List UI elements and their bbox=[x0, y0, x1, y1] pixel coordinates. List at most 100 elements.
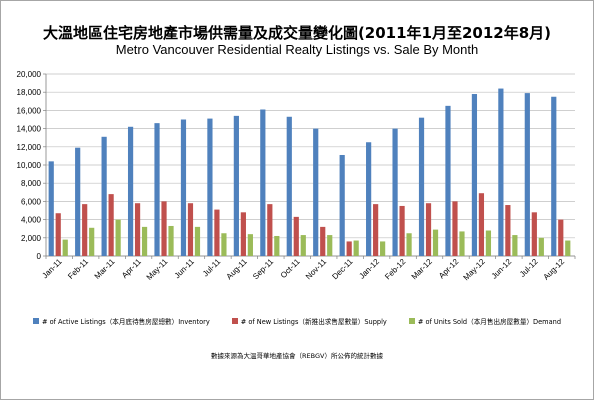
bar-demand bbox=[194, 226, 201, 256]
legend-label-supply: # of New Listings（新推出求售屋數量）Supply bbox=[240, 318, 387, 326]
bar-supply bbox=[55, 213, 61, 256]
bar-supply bbox=[452, 201, 458, 256]
y-tick-label: 6,000 bbox=[21, 197, 42, 206]
bar-inventory bbox=[207, 118, 213, 256]
y-tick-label: 20,000 bbox=[17, 70, 42, 79]
bar-demand bbox=[512, 235, 518, 256]
y-tick-label: 2,000 bbox=[21, 234, 42, 243]
bar-supply bbox=[134, 203, 141, 256]
y-tick-label: 16,000 bbox=[17, 106, 42, 115]
bar-demand bbox=[538, 237, 544, 256]
bar-supply bbox=[399, 205, 405, 256]
bar-inventory bbox=[445, 105, 451, 256]
bar-supply bbox=[187, 203, 194, 256]
bar-demand bbox=[406, 233, 412, 256]
legend-item-inventory: # of Active Listings（本月底待售房屋總數）Inventory bbox=[32, 316, 210, 326]
x-tick-label: Apr-12 bbox=[437, 257, 461, 281]
legend-item-demand: # of Units Sold（本月售出房屋數量）Demand bbox=[408, 316, 562, 326]
bar-demand bbox=[89, 227, 95, 256]
bar-inventory bbox=[233, 115, 239, 256]
bar-demand bbox=[221, 233, 227, 256]
bar-inventory bbox=[418, 117, 425, 257]
y-tick-label: 8,000 bbox=[21, 179, 42, 188]
x-tick-label: Jan-12 bbox=[357, 257, 381, 281]
bar-supply bbox=[478, 193, 485, 256]
x-tick-label: Aug-11 bbox=[225, 257, 250, 282]
bar-inventory bbox=[524, 93, 530, 256]
x-tick-label: Jul-12 bbox=[518, 257, 540, 279]
legend-swatch-supply bbox=[231, 318, 238, 324]
x-tick-label: Apr-11 bbox=[120, 257, 143, 280]
bar-supply bbox=[240, 212, 246, 256]
y-tick-label: 0 bbox=[37, 252, 42, 261]
bar-supply bbox=[531, 212, 537, 256]
x-tick-label: Jul-11 bbox=[201, 257, 223, 279]
x-tick-label: Jun-11 bbox=[173, 257, 197, 281]
bar-supply bbox=[346, 241, 352, 256]
x-tick-label: Jun-12 bbox=[490, 257, 514, 281]
bar-supply bbox=[505, 205, 511, 256]
bar-demand bbox=[168, 225, 174, 256]
bar-supply bbox=[267, 204, 273, 256]
legend: # of Active Listings（本月底待售房屋總數）Inventory… bbox=[0, 316, 594, 326]
x-tick-label: Sep-11 bbox=[251, 257, 276, 282]
legend-swatch-inventory bbox=[32, 318, 39, 324]
bar-demand bbox=[327, 235, 333, 256]
legend-label-inventory: # of Active Listings（本月底待售房屋總數）Inventory bbox=[41, 318, 210, 326]
bar-demand bbox=[380, 241, 386, 256]
x-tick-label: Mar-12 bbox=[410, 257, 435, 282]
y-tick-label: 4,000 bbox=[21, 216, 42, 225]
x-tick-label: Dec-11 bbox=[330, 257, 355, 282]
bar-inventory bbox=[339, 154, 345, 256]
bar-inventory bbox=[286, 116, 292, 257]
x-tick-label: Mar-11 bbox=[93, 257, 117, 281]
x-tick-label: Feb-12 bbox=[383, 257, 408, 282]
bar-demand bbox=[62, 239, 68, 256]
source-note: 數據來源為大溫哥華地產協會（REBGV）所公佈的統計數據 bbox=[211, 352, 383, 360]
bar-inventory bbox=[127, 126, 134, 256]
bar-demand bbox=[353, 240, 359, 256]
bar-inventory bbox=[392, 128, 398, 256]
bar-supply bbox=[214, 209, 220, 256]
bar-inventory bbox=[75, 147, 81, 256]
bar-inventory bbox=[180, 119, 187, 256]
bar-supply bbox=[293, 216, 299, 256]
bar-supply bbox=[425, 203, 432, 256]
bar-inventory bbox=[471, 94, 478, 257]
x-tick-label: May-11 bbox=[145, 257, 170, 282]
bar-inventory bbox=[551, 96, 557, 256]
bar-inventory bbox=[313, 128, 319, 256]
x-tick-label: Feb-11 bbox=[66, 257, 90, 281]
y-tick-label: 10,000 bbox=[17, 161, 42, 170]
x-tick-label: Nov-11 bbox=[304, 257, 329, 282]
y-tick-label: 12,000 bbox=[17, 143, 42, 152]
y-tick-label: 14,000 bbox=[17, 125, 42, 134]
bar-demand bbox=[115, 219, 121, 256]
bar-inventory bbox=[260, 109, 266, 257]
bar-demand bbox=[247, 234, 253, 256]
bar-inventory bbox=[48, 161, 54, 256]
bar-supply bbox=[373, 204, 379, 256]
bar-supply bbox=[161, 201, 167, 256]
x-tick-label: Jan-11 bbox=[40, 257, 64, 281]
bar-demand bbox=[459, 231, 465, 256]
bar-inventory bbox=[498, 88, 504, 256]
bar-inventory bbox=[154, 123, 160, 256]
bar-demand bbox=[565, 240, 571, 256]
bar-supply bbox=[558, 219, 564, 256]
bar-inventory bbox=[366, 142, 372, 256]
bar-supply bbox=[108, 194, 114, 256]
bar-supply bbox=[82, 204, 88, 256]
bar-demand bbox=[274, 235, 280, 256]
legend-label-demand: # of Units Sold（本月售出房屋數量）Demand bbox=[417, 318, 562, 326]
bar-demand bbox=[300, 235, 306, 256]
chart-title: 大溫地區住宅房地產市場供需量及成交量變化圖(2011年1月至2012年8月) bbox=[42, 24, 552, 42]
bar-demand bbox=[432, 229, 439, 256]
x-tick-label: Aug-12 bbox=[542, 257, 567, 282]
y-tick-label: 18,000 bbox=[17, 88, 42, 97]
chart-subtitle: Metro Vancouver Residential Realty Listi… bbox=[115, 42, 479, 57]
x-tick-label: May-12 bbox=[462, 257, 488, 283]
x-tick-label: Oct-11 bbox=[279, 257, 302, 280]
